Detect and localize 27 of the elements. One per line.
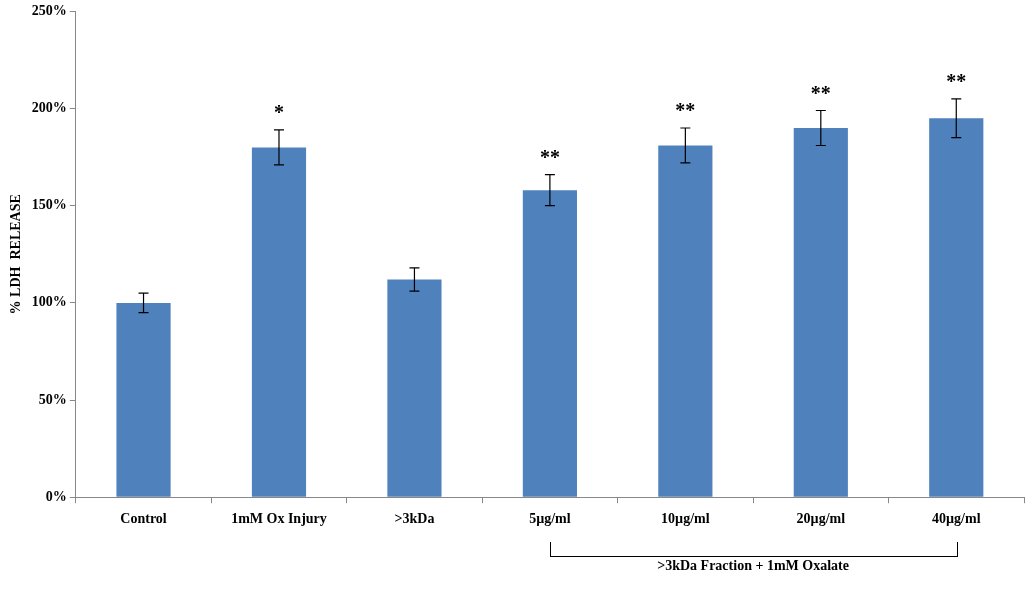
bar: [658, 145, 713, 497]
y-tick-label: 100%: [31, 294, 67, 310]
x-tick-label: 5µg/ml: [529, 511, 571, 527]
y-tick-label: 250%: [31, 3, 67, 19]
x-tick-label: 10µg/ml: [661, 511, 710, 527]
bar: [793, 127, 848, 497]
x-tick-label: >3kDa: [394, 511, 435, 527]
data-label: **: [810, 81, 831, 104]
data-label: **: [675, 99, 696, 122]
bar: [929, 118, 984, 497]
bar: [522, 190, 577, 497]
bar: [387, 279, 442, 497]
data-label: *: [273, 101, 284, 124]
x-tick-label: 20µg/ml: [796, 511, 846, 527]
bar: [251, 147, 307, 497]
y-tick-label: 200%: [31, 100, 67, 116]
y-tick-label: 50%: [38, 391, 67, 407]
y-tick-label: 150%: [31, 197, 67, 213]
y-axis-title: % LDH RELEASE: [8, 194, 24, 315]
data-label: **: [539, 145, 560, 168]
text: >3kDa Fraction + 1mM Oxalate: [657, 558, 849, 574]
y-tick-label: 0%: [45, 488, 67, 504]
data-label: **: [946, 70, 967, 93]
x-tick-label: 40µg/ml: [932, 511, 981, 527]
bar: [116, 302, 171, 497]
x-tick-label: Control: [120, 511, 167, 527]
x-tick-label: 1mM Ox Injury: [231, 511, 327, 527]
